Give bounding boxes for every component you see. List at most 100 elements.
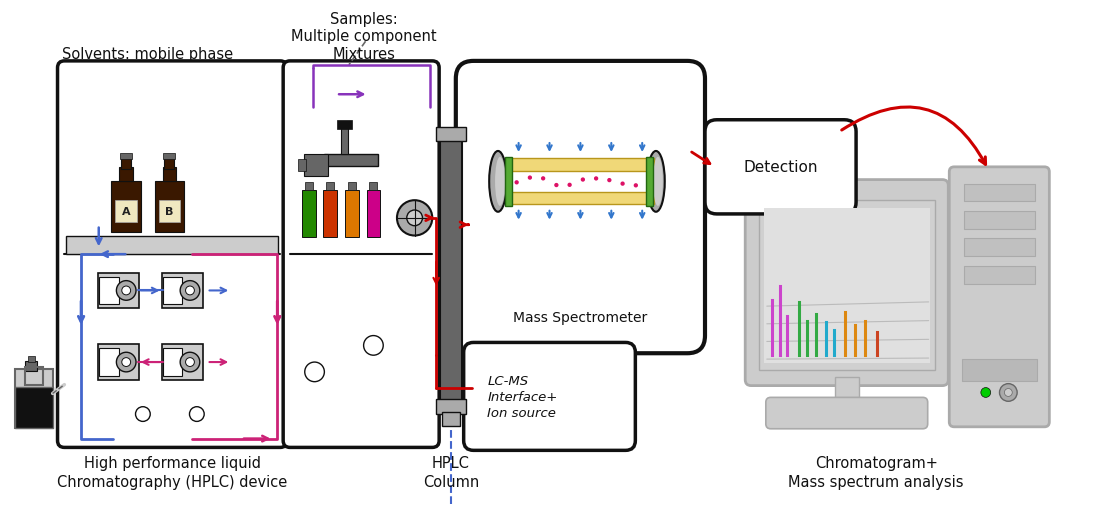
- Bar: [99, 348, 119, 376]
- Bar: [301, 191, 316, 238]
- Circle shape: [634, 184, 638, 188]
- Bar: [370, 182, 377, 191]
- Text: Samples:
Multiple component
Mixtures: Samples: Multiple component Mixtures: [290, 12, 437, 62]
- Bar: [116, 201, 138, 222]
- Circle shape: [122, 286, 131, 295]
- Bar: [348, 182, 355, 191]
- Circle shape: [1000, 384, 1018, 401]
- Text: A: A: [122, 207, 131, 217]
- Circle shape: [981, 388, 991, 397]
- Text: Mass Spectrometer: Mass Spectrometer: [514, 310, 648, 324]
- Bar: [162, 345, 202, 380]
- Bar: [119, 168, 133, 181]
- Bar: [345, 191, 359, 238]
- Ellipse shape: [653, 158, 663, 207]
- Circle shape: [135, 407, 151, 422]
- Bar: [158, 201, 180, 222]
- Circle shape: [528, 176, 532, 180]
- Text: HPLC
Column: HPLC Column: [422, 456, 478, 489]
- Circle shape: [581, 178, 585, 182]
- Bar: [99, 277, 119, 305]
- Bar: [163, 277, 183, 305]
- Bar: [507, 192, 654, 205]
- Bar: [964, 184, 1035, 202]
- Bar: [962, 360, 1036, 381]
- Bar: [111, 181, 141, 232]
- Bar: [507, 159, 654, 172]
- Circle shape: [397, 201, 432, 236]
- Circle shape: [607, 179, 612, 183]
- Bar: [25, 362, 37, 371]
- Circle shape: [568, 183, 572, 188]
- Bar: [759, 201, 935, 370]
- Circle shape: [554, 183, 559, 188]
- Bar: [163, 168, 176, 181]
- Bar: [327, 182, 334, 191]
- FancyBboxPatch shape: [949, 168, 1049, 427]
- Circle shape: [541, 177, 546, 181]
- Bar: [341, 127, 348, 155]
- Bar: [763, 209, 930, 363]
- Bar: [120, 154, 132, 160]
- Ellipse shape: [490, 152, 507, 212]
- Bar: [366, 191, 381, 238]
- FancyBboxPatch shape: [745, 180, 948, 386]
- Bar: [505, 158, 512, 207]
- Bar: [98, 273, 139, 309]
- Circle shape: [186, 286, 195, 295]
- Text: High performance liquid
Chromatography (HPLC) device: High performance liquid Chromatography (…: [57, 456, 287, 489]
- Text: B: B: [165, 207, 174, 217]
- FancyBboxPatch shape: [464, 343, 636, 450]
- Circle shape: [620, 182, 625, 186]
- Circle shape: [594, 177, 598, 181]
- Circle shape: [117, 281, 136, 300]
- Bar: [298, 160, 306, 171]
- Bar: [437, 127, 465, 142]
- Circle shape: [180, 281, 200, 300]
- FancyBboxPatch shape: [455, 62, 705, 354]
- Bar: [323, 191, 337, 238]
- Bar: [165, 158, 174, 170]
- Circle shape: [515, 181, 519, 185]
- Text: Solvents: mobile phase: Solvents: mobile phase: [63, 47, 233, 62]
- Bar: [163, 348, 183, 376]
- Bar: [835, 377, 858, 407]
- Bar: [15, 369, 53, 428]
- Bar: [25, 367, 43, 385]
- Circle shape: [189, 407, 205, 422]
- FancyBboxPatch shape: [766, 397, 927, 429]
- Bar: [337, 121, 352, 129]
- Text: Chromatogram+
Mass spectrum analysis: Chromatogram+ Mass spectrum analysis: [789, 456, 964, 489]
- Circle shape: [305, 363, 324, 382]
- Bar: [440, 140, 462, 401]
- Bar: [121, 158, 131, 170]
- FancyBboxPatch shape: [705, 121, 856, 215]
- FancyBboxPatch shape: [57, 62, 287, 447]
- Circle shape: [180, 352, 200, 372]
- FancyBboxPatch shape: [283, 62, 439, 447]
- Bar: [646, 158, 653, 207]
- Bar: [442, 412, 460, 426]
- Bar: [437, 399, 465, 414]
- Bar: [304, 155, 328, 176]
- Circle shape: [364, 336, 383, 356]
- Text: Detection: Detection: [744, 160, 817, 175]
- Bar: [964, 239, 1035, 257]
- Circle shape: [186, 358, 195, 367]
- Circle shape: [122, 358, 131, 367]
- Ellipse shape: [647, 152, 664, 212]
- Bar: [29, 357, 35, 363]
- Circle shape: [407, 211, 422, 226]
- Bar: [66, 237, 278, 255]
- Bar: [964, 267, 1035, 284]
- Bar: [162, 273, 202, 309]
- Bar: [164, 154, 175, 160]
- Circle shape: [1004, 389, 1012, 396]
- Text: LC-MS
Interface+
Ion source: LC-MS Interface+ Ion source: [487, 374, 558, 419]
- Bar: [15, 387, 53, 428]
- Bar: [155, 181, 184, 232]
- Circle shape: [117, 352, 136, 372]
- Bar: [324, 155, 378, 167]
- Bar: [98, 345, 139, 380]
- Bar: [964, 212, 1035, 229]
